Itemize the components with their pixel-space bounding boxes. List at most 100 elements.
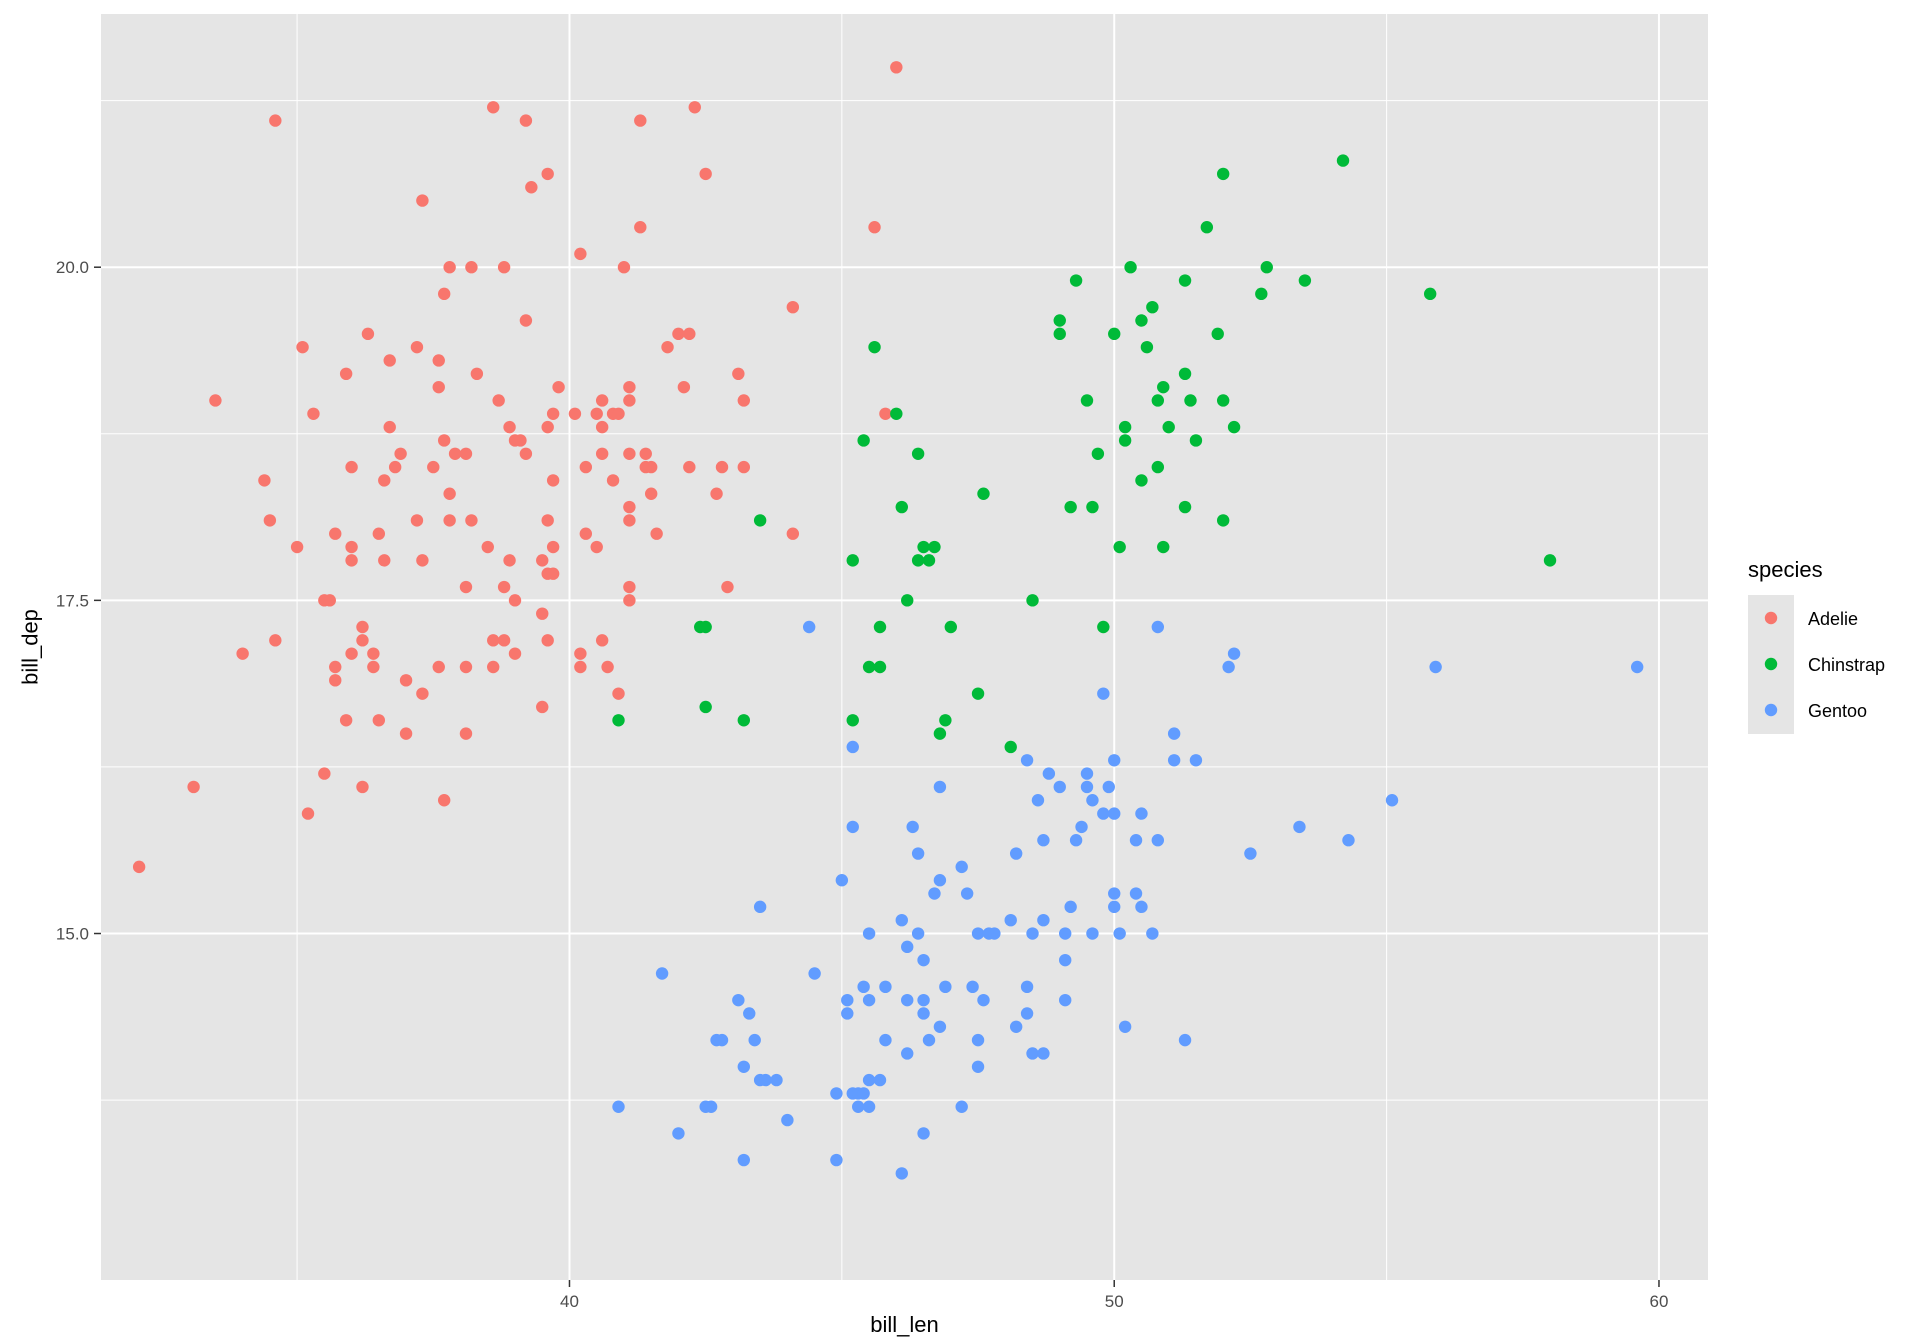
data-point (737, 460, 750, 474)
data-point (841, 993, 854, 1007)
data-point (503, 420, 516, 434)
data-point (901, 1047, 914, 1060)
data-point (1630, 660, 1644, 674)
data-point (574, 647, 587, 660)
data-point (1080, 767, 1094, 780)
data-point (487, 634, 500, 647)
data-point (1031, 794, 1045, 807)
x-tick-label: 60 (1650, 1292, 1669, 1311)
data-point (688, 101, 701, 114)
legend-title: species (1748, 557, 1823, 582)
data-point (574, 660, 587, 674)
data-point (497, 580, 511, 594)
data-point (1140, 340, 1154, 354)
data-point (1118, 420, 1132, 434)
legend-items: Adelie Chinstrap Gentoo (1764, 609, 1885, 721)
data-point (1053, 327, 1066, 341)
data-point (1080, 780, 1094, 794)
data-point (459, 447, 473, 460)
data-point (356, 780, 369, 794)
legend: species Adelie Chinstrap Gentoo (1748, 557, 1885, 734)
data-point (737, 1153, 750, 1167)
y-axis-title: bill_dep (18, 609, 43, 685)
data-point (372, 527, 386, 540)
data-point (443, 261, 456, 274)
data-point (623, 447, 636, 460)
data-point (427, 460, 440, 474)
data-point (704, 1100, 718, 1113)
data-point (868, 221, 881, 234)
data-point (623, 594, 636, 607)
data-point (988, 927, 1001, 940)
data-point (1053, 314, 1066, 327)
data-point (802, 620, 816, 634)
data-point (1113, 540, 1126, 554)
data-point (1543, 554, 1557, 567)
data-point (846, 740, 859, 754)
data-point (879, 407, 892, 420)
data-point (481, 540, 494, 554)
data-point (590, 540, 603, 554)
data-point (906, 820, 919, 834)
x-axis-title: bill_len (870, 1312, 939, 1337)
data-point (770, 1073, 783, 1087)
data-point (939, 980, 952, 994)
data-point (781, 1113, 794, 1127)
data-point (971, 1060, 985, 1073)
data-point (971, 927, 985, 940)
data-point (928, 887, 941, 900)
data-point (846, 554, 859, 567)
data-point (890, 61, 903, 74)
data-point (410, 514, 424, 527)
data-point (399, 727, 413, 740)
data-point (1135, 900, 1148, 914)
data-point (339, 367, 353, 381)
data-point (1216, 394, 1230, 407)
data-point (928, 540, 941, 554)
data-point (737, 1060, 750, 1073)
x-tick-label: 50 (1105, 1292, 1124, 1311)
data-point (922, 554, 936, 567)
data-point (432, 660, 445, 674)
data-point (715, 460, 729, 474)
legend-key-gentoo (1764, 703, 1778, 717)
data-point (748, 1033, 761, 1047)
data-point (345, 554, 358, 567)
data-point (1423, 287, 1437, 301)
data-point (541, 420, 554, 434)
data-point (1167, 727, 1181, 740)
data-point (470, 367, 484, 381)
series-gentoo (612, 620, 1644, 1180)
data-point (623, 380, 636, 394)
data-point (1026, 1047, 1039, 1060)
data-point (1342, 834, 1355, 847)
data-point (873, 1073, 887, 1087)
data-point (672, 1127, 685, 1140)
data-point (732, 993, 745, 1007)
data-point (1200, 221, 1214, 234)
data-point (617, 261, 631, 274)
data-point (269, 634, 282, 647)
data-point (497, 261, 511, 274)
data-point (1151, 834, 1165, 847)
data-point (345, 540, 358, 554)
data-point (868, 340, 881, 354)
data-point (601, 660, 614, 674)
minor-gridlines (101, 14, 1708, 1280)
data-point (1178, 1033, 1192, 1047)
data-point (743, 1007, 756, 1020)
data-point (939, 714, 952, 727)
data-point (378, 474, 391, 487)
data-point (857, 980, 870, 994)
data-point (699, 167, 712, 181)
data-point (1118, 434, 1132, 447)
data-point (677, 380, 691, 394)
data-point (1255, 287, 1268, 301)
data-point (437, 794, 451, 807)
data-point (258, 474, 271, 487)
data-point (759, 1073, 772, 1087)
data-point (911, 447, 925, 460)
data-point (960, 887, 974, 900)
data-point (606, 474, 620, 487)
